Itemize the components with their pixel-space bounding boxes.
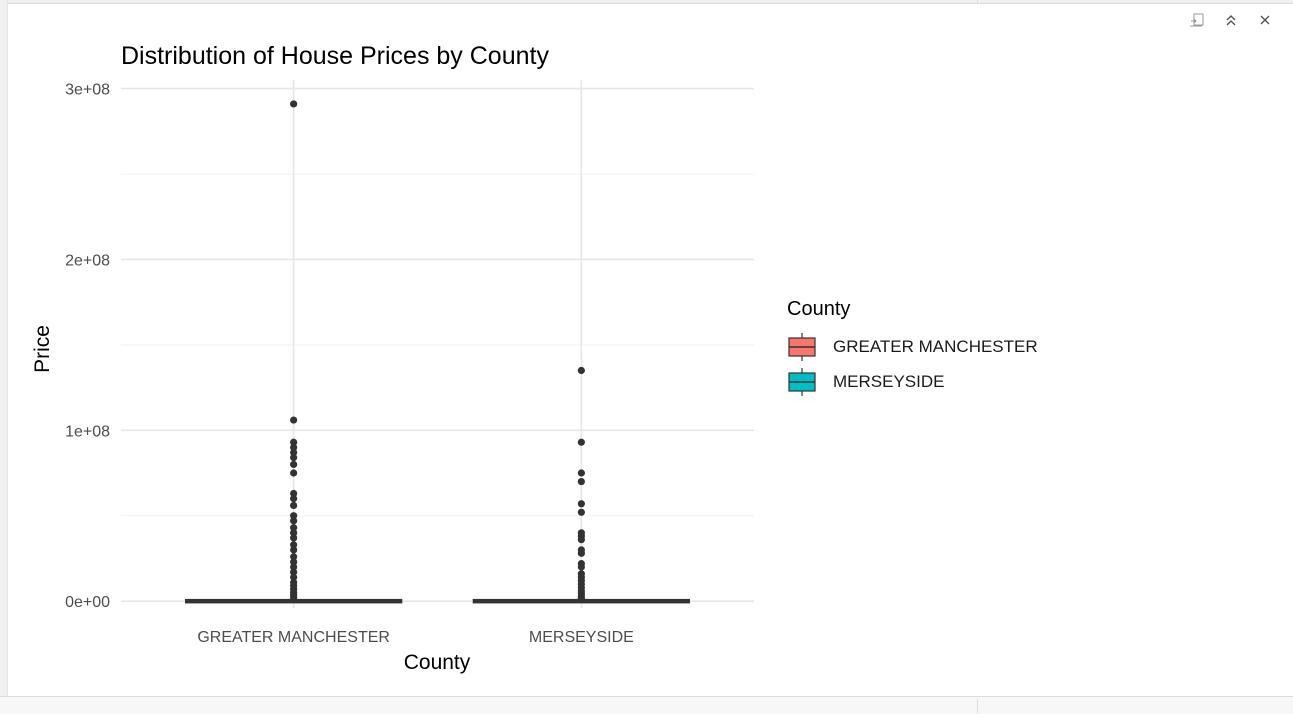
outlier-point	[290, 568, 298, 576]
outlier-point	[290, 495, 298, 503]
outlier-point	[577, 563, 585, 571]
outlier-point	[290, 541, 298, 549]
outlier-point	[290, 517, 298, 525]
legend-key	[788, 332, 816, 361]
box-group	[472, 366, 691, 604]
outlier-point	[290, 489, 298, 498]
legend-title: County	[787, 298, 851, 320]
outlier-point	[290, 416, 298, 424]
outlier-point	[290, 469, 298, 477]
outlier-point	[577, 549, 585, 557]
outlier-point	[577, 508, 585, 516]
outlier-point	[290, 558, 298, 566]
legend-key	[788, 367, 816, 396]
outlier-point	[290, 100, 298, 108]
legend-items: GREATER MANCHESTER MERSEYSIDE	[787, 329, 1038, 399]
viewer-toolbar	[1189, 11, 1273, 29]
grid	[121, 80, 754, 608]
status-bar	[0, 696, 1293, 714]
y-axis-ticks: 0e+00 1e+08 2e+08 3e+08	[65, 82, 110, 612]
box-marks	[184, 100, 691, 604]
outlier-point	[290, 524, 298, 532]
y-tick-label: 0e+00	[65, 594, 110, 611]
close-icon[interactable]	[1257, 11, 1273, 29]
outlier-point	[577, 366, 585, 375]
window-top-border	[0, 0, 1293, 4]
outlier-point	[290, 534, 298, 542]
outlier-point	[290, 594, 298, 602]
outlier-point	[577, 469, 585, 477]
outlier-point	[290, 448, 298, 457]
outlier-point	[577, 438, 585, 446]
outlier-point	[290, 563, 298, 571]
pane-divider-bottom	[977, 699, 978, 713]
pane-divider-top	[977, 0, 978, 4]
outlier-point	[290, 460, 298, 469]
outlier-point	[290, 529, 298, 537]
outlier-point	[290, 553, 298, 561]
outlier-point	[577, 536, 585, 544]
outlier-point	[577, 594, 585, 602]
y-axis-label: Price	[31, 325, 54, 373]
y-tick-label: 3e+08	[65, 82, 110, 99]
outlier-point	[577, 477, 585, 486]
outlier-point	[577, 500, 585, 508]
outlier-point	[290, 546, 298, 554]
outlier-point	[290, 454, 298, 462]
legend-label: MERSEYSIDE	[833, 371, 945, 391]
outlier-point	[290, 501, 298, 510]
box-group	[184, 100, 403, 604]
y-tick-label: 2e+08	[65, 252, 110, 269]
legend-item: MERSEYSIDE	[787, 364, 1038, 399]
y-tick-label: 1e+08	[65, 423, 110, 440]
outlier-point	[290, 512, 298, 520]
chevrons-up-icon[interactable]	[1223, 11, 1239, 29]
x-tick-label: MERSEYSIDE	[529, 629, 634, 646]
legend: County GREATER MANCHESTER MERSEYSIDE	[787, 298, 1038, 399]
outlier-point	[290, 443, 298, 451]
x-axis-label: County	[404, 651, 471, 674]
x-tick-label: GREATER MANCHESTER	[197, 629, 390, 646]
outlier-point	[290, 573, 298, 581]
legend-item: GREATER MANCHESTER	[787, 329, 1038, 364]
legend-label: GREATER MANCHESTER	[833, 336, 1038, 356]
chart-title: Distribution of House Prices by County	[121, 42, 549, 70]
window-left-border	[0, 0, 8, 714]
export-icon[interactable]	[1189, 11, 1205, 29]
outlier-point	[290, 438, 298, 446]
x-axis-ticks: GREATER MANCHESTER MERSEYSIDE	[197, 629, 633, 646]
